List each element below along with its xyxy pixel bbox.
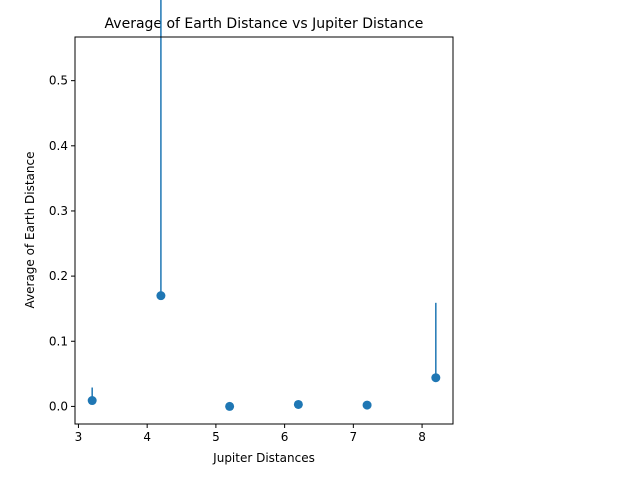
y-axis-label: Average of Earth Distance bbox=[23, 152, 37, 309]
data-point bbox=[362, 400, 372, 410]
x-tick-label: 5 bbox=[212, 430, 220, 444]
x-tick-label: 8 bbox=[418, 430, 426, 444]
y-tick-label: 0.1 bbox=[49, 334, 68, 348]
plot-area bbox=[87, 0, 441, 411]
x-tick-label: 7 bbox=[350, 430, 358, 444]
data-point bbox=[225, 401, 235, 411]
y-tick-label: 0.0 bbox=[49, 399, 68, 413]
x-tick-label: 6 bbox=[281, 430, 289, 444]
data-point bbox=[156, 291, 166, 301]
x-tick-label: 3 bbox=[75, 430, 83, 444]
y-tick-label: 0.2 bbox=[49, 269, 68, 283]
y-axis: 0.0 0.1 0.2 0.3 0.4 0.5 bbox=[49, 74, 75, 413]
axes-frame bbox=[74, 36, 454, 425]
x-axis-label: Jupiter Distances bbox=[212, 451, 315, 465]
y-tick-label: 0.5 bbox=[49, 74, 68, 88]
data-point bbox=[431, 373, 441, 383]
chart-title: Average of Earth Distance vs Jupiter Dis… bbox=[105, 16, 424, 32]
y-tick-label: 0.4 bbox=[49, 139, 68, 153]
y-tick-label: 0.3 bbox=[49, 204, 68, 218]
x-axis: 3 4 5 6 7 8 bbox=[75, 424, 426, 444]
x-tick-label: 4 bbox=[143, 430, 151, 444]
data-point bbox=[293, 399, 303, 409]
data-point bbox=[87, 396, 97, 406]
